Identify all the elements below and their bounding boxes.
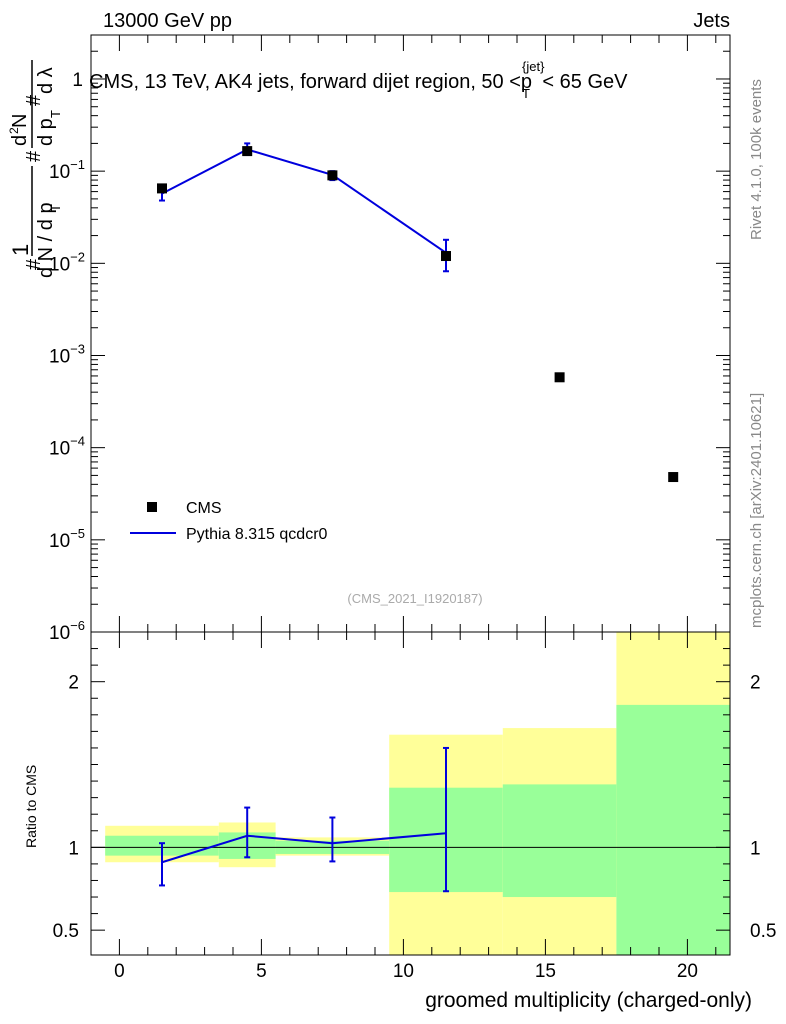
svg-text:1: 1 — [8, 244, 33, 256]
x-tick-label: 20 — [677, 961, 698, 982]
cms-data-point — [441, 251, 451, 262]
legend-marker-cms — [147, 502, 157, 512]
plot-title-sub: T — [522, 86, 530, 101]
upper-y-axis-label: # 1 d N / d p T # d2N d p T # d λ — [7, 60, 63, 278]
cms-data-point — [157, 183, 167, 194]
x-tick-label: 5 — [256, 961, 267, 982]
upper-panel-axes: 10−6 10−5 10−4 10−3 10−2 10−1 1 — [49, 34, 730, 644]
cms-data-point — [327, 170, 338, 181]
legend-label-pythia: Pythia 8.315 qcdcr0 — [186, 526, 328, 543]
lower-panel-marks — [159, 746, 449, 893]
y-tick-label: 10−2 — [49, 249, 85, 275]
ratio-y-tick-label-left: 1 — [68, 838, 79, 859]
x-tick-label: 0 — [114, 961, 125, 982]
plot-title: CMS, 13 TeV, AK4 jets, forward dijet reg… — [89, 59, 628, 101]
side-note-rivet: Rivet 4.1.0, 100k events — [748, 79, 765, 240]
y-tick-label: 10−4 — [49, 434, 85, 460]
ratio-line — [161, 832, 447, 864]
svg-text:d λ: d λ — [35, 67, 57, 94]
y-tick-label: 10−5 — [49, 526, 85, 552]
analysis-annotation: (CMS_2021_I1920187) — [347, 591, 482, 606]
pythia-line — [161, 148, 447, 254]
upper-panel-marks — [157, 142, 679, 483]
svg-text:d p: d p — [35, 118, 57, 146]
ratio-y-tick-label-left: 0.5 — [53, 921, 79, 942]
x-axis-label: groomed multiplicity (charged-only) — [425, 989, 752, 1012]
lower-y-axis-label: Ratio to CMS — [23, 765, 39, 848]
stat-uncertainty-band — [616, 704, 730, 955]
y-tick-label: 1 — [72, 70, 83, 91]
svg-text:#: # — [23, 258, 45, 270]
cms-data-point — [554, 372, 565, 383]
plot-title-main: CMS, 13 TeV, AK4 jets, forward dijet reg… — [89, 71, 532, 93]
x-tick-label: 10 — [393, 961, 414, 982]
header-energy: 13000 GeV pp — [103, 10, 232, 32]
svg-text:T: T — [48, 204, 63, 212]
y-tick-label: 10−6 — [49, 618, 85, 644]
lower-panel-frame — [90, 631, 731, 956]
x-tick-label: 15 — [535, 961, 556, 982]
svg-text:#: # — [23, 94, 45, 106]
header-category: Jets — [693, 10, 730, 32]
cms-data-point — [242, 146, 253, 157]
legend-label-cms: CMS — [186, 500, 222, 517]
lower-panel-bands — [105, 632, 730, 955]
svg-text:N: N — [9, 114, 31, 128]
ratio-y-tick-label-right: 0.5 — [750, 921, 776, 942]
svg-text:d N / d p: d N / d p — [35, 202, 57, 278]
svg-text:T: T — [48, 110, 63, 118]
ratio-y-tick-label-left: 2 — [68, 673, 79, 694]
svg-text:2: 2 — [7, 127, 21, 134]
cms-data-point — [668, 472, 679, 483]
legend: CMS Pythia 8.315 qcdcr0 — [130, 500, 328, 543]
ratio-y-tick-label-right: 2 — [750, 673, 761, 694]
lower-panel-axes: 0 5 10 15 20 0.5 0.5 1 1 2 2 — [53, 632, 776, 982]
svg-text:#: # — [23, 150, 45, 162]
y-tick-label: 10−3 — [49, 341, 85, 367]
side-note-mcplots: mcplots.cern.ch [arXiv:2401.10621] — [748, 393, 765, 628]
stat-uncertainty-band — [502, 784, 617, 898]
plot-title-end: < 65 GeV — [542, 71, 628, 93]
ratio-y-tick-label-right: 1 — [750, 838, 761, 859]
plot-title-sup: {jet} — [522, 59, 545, 74]
y-tick-label: 10−1 — [49, 157, 85, 183]
svg-text:d: d — [9, 135, 31, 146]
